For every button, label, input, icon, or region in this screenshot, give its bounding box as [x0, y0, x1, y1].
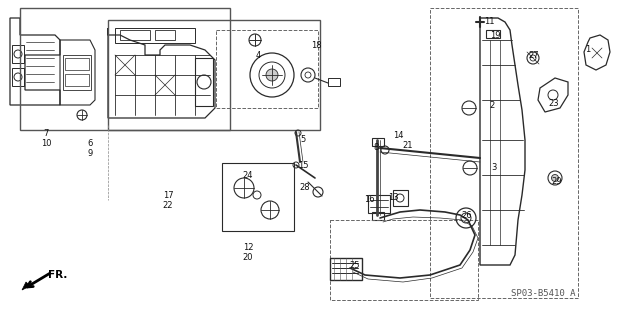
Bar: [155, 30, 175, 40]
Text: 9: 9: [88, 149, 93, 158]
Text: 11: 11: [484, 18, 494, 26]
Bar: [372, 138, 384, 146]
Text: 15: 15: [298, 160, 308, 169]
Bar: [222, 163, 294, 231]
Polygon shape: [22, 282, 30, 290]
Text: 1: 1: [586, 46, 591, 55]
Text: 21: 21: [403, 140, 413, 150]
Bar: [12, 45, 24, 63]
Text: 19: 19: [490, 31, 500, 40]
Bar: [330, 220, 478, 300]
Text: SP03-B5410 A: SP03-B5410 A: [511, 288, 575, 298]
Text: 16: 16: [364, 196, 374, 204]
Text: 26: 26: [461, 211, 472, 219]
Bar: [372, 212, 384, 220]
Text: FR.: FR.: [48, 270, 68, 280]
Text: 17: 17: [163, 190, 173, 199]
Bar: [115, 28, 195, 43]
Circle shape: [552, 174, 559, 182]
Text: 10: 10: [41, 138, 51, 147]
Bar: [12, 68, 24, 86]
Text: 5: 5: [300, 136, 306, 145]
Text: 4: 4: [255, 50, 260, 60]
Text: 2: 2: [490, 100, 495, 109]
Text: 13: 13: [388, 194, 398, 203]
Text: 14: 14: [393, 130, 403, 139]
Text: 6: 6: [87, 138, 93, 147]
Text: 7: 7: [44, 129, 49, 137]
Bar: [430, 8, 578, 298]
Text: 29: 29: [552, 177, 563, 187]
Text: 20: 20: [243, 254, 253, 263]
Bar: [328, 78, 340, 86]
Bar: [63, 55, 91, 90]
Bar: [486, 30, 500, 38]
Bar: [65, 74, 89, 86]
Text: 25: 25: [349, 261, 360, 270]
Bar: [120, 30, 150, 40]
Bar: [368, 195, 390, 213]
Text: 28: 28: [300, 183, 310, 192]
Text: 3: 3: [492, 164, 497, 173]
Text: 22: 22: [163, 201, 173, 210]
Bar: [195, 58, 213, 106]
Text: 23: 23: [548, 99, 559, 108]
Text: 24: 24: [243, 170, 253, 180]
Bar: [216, 30, 318, 108]
Text: 18: 18: [310, 41, 321, 49]
Bar: [393, 190, 408, 206]
Text: 12: 12: [243, 243, 253, 253]
Text: 8: 8: [373, 144, 379, 152]
Text: 27: 27: [529, 50, 540, 60]
Bar: [330, 258, 362, 280]
Circle shape: [266, 69, 278, 81]
Bar: [65, 58, 89, 70]
